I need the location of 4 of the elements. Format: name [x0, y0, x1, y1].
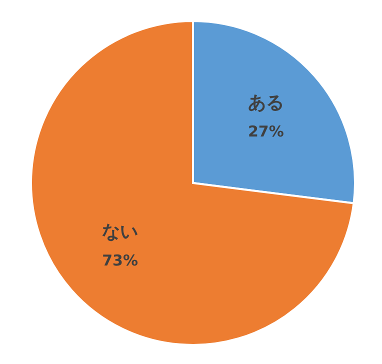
data-label: 27%	[248, 122, 284, 141]
slice-label: ある	[248, 92, 284, 114]
data-label: 73%	[102, 251, 138, 270]
slice-label: ない	[102, 221, 138, 242]
